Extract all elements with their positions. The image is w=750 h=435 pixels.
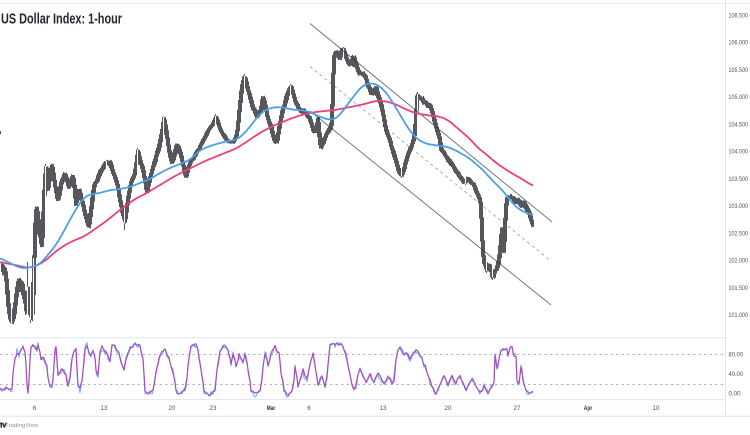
- svg-text:104.500: 104.500: [729, 121, 749, 128]
- svg-text:6: 6: [307, 405, 311, 412]
- svg-text:102.000: 102.000: [729, 258, 749, 265]
- svg-text:Apr: Apr: [584, 405, 593, 412]
- svg-text:105.000: 105.000: [729, 94, 749, 101]
- svg-text:104.000: 104.000: [729, 149, 749, 156]
- svg-text:101.000: 101.000: [729, 312, 749, 319]
- svg-text:102.500: 102.500: [729, 230, 749, 237]
- svg-text:101.500: 101.500: [729, 285, 749, 292]
- svg-text:40.00: 40.00: [729, 371, 744, 378]
- svg-text:6: 6: [33, 405, 37, 412]
- svg-text:103.500: 103.500: [729, 176, 749, 183]
- svg-text:80.00: 80.00: [729, 352, 744, 359]
- svg-text:106.500: 106.500: [729, 12, 749, 19]
- svg-text:13: 13: [101, 405, 108, 412]
- svg-text:23: 23: [210, 405, 217, 412]
- svg-text:103.000: 103.000: [729, 203, 749, 210]
- svg-text:13: 13: [380, 405, 387, 412]
- svg-text:TradingView: TradingView: [5, 423, 39, 429]
- svg-text:10: 10: [653, 405, 660, 412]
- svg-text:105.500: 105.500: [729, 67, 749, 74]
- svg-text:Mar: Mar: [267, 405, 276, 412]
- svg-text:106.000: 106.000: [729, 40, 749, 47]
- svg-text:20: 20: [445, 405, 452, 412]
- svg-text:US Dollar Index: 1-hour: US Dollar Index: 1-hour: [1, 11, 122, 27]
- svg-text:27: 27: [514, 405, 521, 412]
- svg-text:20: 20: [169, 405, 176, 412]
- svg-text:0.00: 0.00: [729, 391, 742, 398]
